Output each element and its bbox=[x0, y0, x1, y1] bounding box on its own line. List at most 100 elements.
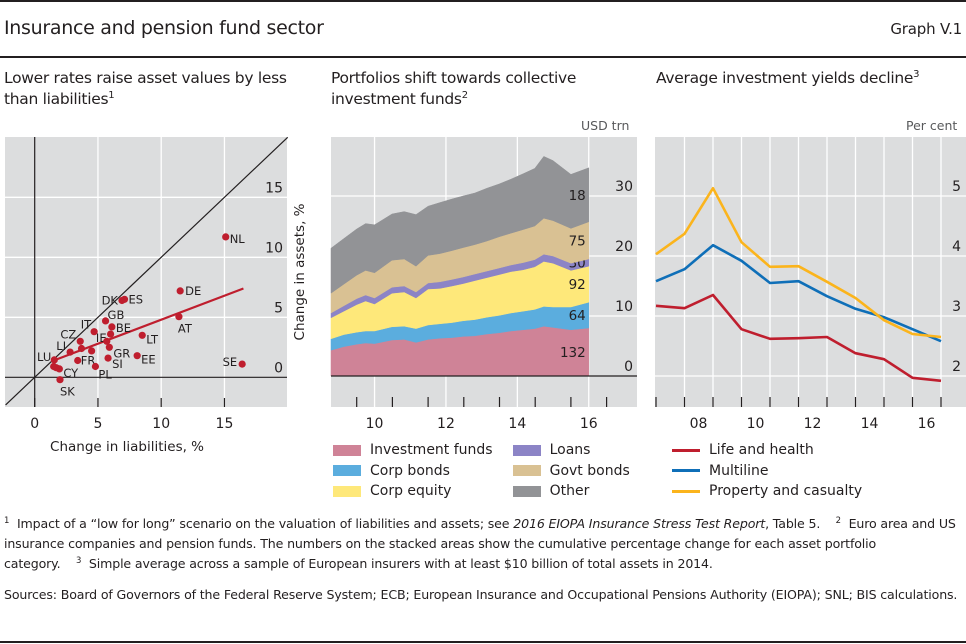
y-tick-label: 30 bbox=[615, 179, 633, 195]
scatter-point-li bbox=[66, 348, 74, 356]
point-label-de: DE bbox=[185, 284, 201, 298]
y-tick-label: 15 bbox=[265, 180, 283, 196]
scatter-point-ee bbox=[133, 352, 141, 360]
legend-swatch bbox=[512, 444, 541, 456]
scatter-point-it bbox=[90, 328, 98, 336]
footnote-1-text-end: , Table 5. bbox=[765, 516, 821, 531]
graph-number: Graph V.1 bbox=[890, 20, 962, 38]
point-label-dk: DK bbox=[102, 294, 119, 308]
panel-2-title: Portfolios shift towards collective inve… bbox=[331, 68, 631, 110]
footnote-ref-2: 2 bbox=[461, 90, 468, 101]
scatter-point-dk bbox=[118, 296, 126, 305]
line-property-and-casualty bbox=[655, 186, 942, 339]
line-life-and-health bbox=[655, 293, 942, 383]
area-label-corp-bonds: 64 bbox=[569, 308, 586, 324]
bottom-rule bbox=[0, 641, 966, 643]
scatter-point-at bbox=[175, 313, 183, 321]
legend-label: Corp bonds bbox=[370, 462, 450, 479]
panel-2-title-text: Portfolios shift towards collective inve… bbox=[331, 69, 577, 108]
point-label-cz: CZ bbox=[60, 327, 76, 341]
point-label-be: BE bbox=[116, 321, 131, 335]
y-tick-label: 5 bbox=[274, 300, 283, 316]
line-chart: 2 3 4 5 08 10 12 14 16 bbox=[655, 137, 966, 432]
x-tick-label: 0 bbox=[30, 416, 39, 432]
legend-swatch bbox=[672, 469, 700, 473]
scatter-point-si bbox=[104, 354, 112, 362]
legend-swatch bbox=[672, 489, 700, 493]
panel-3-title: Average investment yields decline3 bbox=[656, 68, 966, 89]
scatter-point bbox=[88, 347, 96, 355]
scatter-point-sk bbox=[56, 376, 64, 384]
x-tick-label: 15 bbox=[216, 416, 234, 432]
legend-swatch bbox=[512, 465, 541, 477]
area-label-other: 18 bbox=[569, 188, 586, 204]
legend-item-govt-bonds: Govt bonds bbox=[512, 461, 630, 482]
scatter-point-cy bbox=[55, 365, 63, 373]
point-label-gb: GB bbox=[108, 308, 125, 322]
legend-label: Property and casualty bbox=[709, 483, 863, 499]
legend-swatch bbox=[512, 485, 541, 497]
x-tick-label: 5 bbox=[93, 416, 102, 432]
sources: Sources: Board of Governors of the Feder… bbox=[4, 587, 958, 602]
scatter-point-lt bbox=[138, 331, 146, 339]
point-label-at: AT bbox=[178, 322, 193, 336]
legend-label: Investment funds bbox=[370, 442, 493, 458]
legend-item-investment-funds: Investment funds bbox=[333, 440, 493, 461]
scatter-point-ie bbox=[107, 330, 115, 338]
y-tick-label: 3 bbox=[952, 299, 961, 315]
legend-swatch bbox=[333, 485, 361, 497]
scatter-point-lu bbox=[50, 356, 58, 364]
footnote-3-mark: 3 bbox=[75, 556, 82, 566]
area-label-corp-equity: 92 bbox=[569, 277, 586, 293]
scatter-point-se bbox=[238, 360, 246, 368]
point-label-sk: SK bbox=[60, 385, 75, 399]
legend-label: Corp equity bbox=[370, 483, 452, 499]
point-label-it: IT bbox=[81, 318, 92, 332]
graph-title: Insurance and pension fund sector bbox=[4, 17, 324, 39]
x-tick-label: 16 bbox=[580, 416, 598, 432]
legend-item-corp-bonds: Corp bonds bbox=[333, 461, 493, 482]
footnotes: 1 Impact of a “low for long” scenario on… bbox=[4, 514, 964, 574]
regression-line bbox=[53, 287, 244, 362]
panel-3-unit: Per cent bbox=[906, 118, 958, 133]
footnote-1-text: Impact of a “low for long” scenario on t… bbox=[16, 516, 514, 531]
y-tick-label: 2 bbox=[952, 359, 961, 375]
y-tick-label: 0 bbox=[624, 359, 633, 375]
point-label-gr: GR bbox=[113, 346, 130, 360]
notes-rule bbox=[0, 505, 966, 506]
scatter-point-be bbox=[108, 323, 116, 331]
footnote-1-mark: 1 bbox=[4, 516, 10, 526]
panel-3-title-text: Average investment yields decline bbox=[656, 69, 914, 87]
stacked-legend: Investment funds Corp bonds Corp equity Lo… bbox=[333, 440, 630, 502]
legend-item-corp-equity: Corp equity bbox=[333, 481, 493, 502]
point-label-fr: FR bbox=[81, 354, 96, 368]
point-label-lu: LU bbox=[37, 350, 51, 364]
point-label-ie: IE bbox=[96, 331, 107, 345]
top-rule bbox=[0, 0, 966, 2]
legend-label: Other bbox=[549, 483, 590, 499]
y-tick-label: 4 bbox=[952, 239, 961, 255]
legend-label: Life and health bbox=[709, 442, 814, 458]
area-other bbox=[330, 156, 590, 294]
point-label-nl: NL bbox=[230, 232, 246, 246]
x-tick-label: 16 bbox=[918, 416, 936, 432]
x-tick-label: 12 bbox=[804, 416, 822, 432]
footnote-ref-1: 1 bbox=[108, 90, 115, 101]
footnote-2-mark: 2 bbox=[835, 516, 841, 526]
area-label-investment-funds: 132 bbox=[560, 345, 586, 361]
x-tick-label: 10 bbox=[152, 416, 170, 432]
x-axis-title: Change in liabilities, % bbox=[50, 439, 204, 455]
point-label-pl: PL bbox=[98, 368, 112, 382]
point-label-cy: CY bbox=[63, 366, 79, 380]
scatter-point-cz bbox=[76, 337, 84, 345]
legend-swatch bbox=[672, 448, 700, 452]
legend-label: Govt bonds bbox=[549, 462, 630, 479]
point-label-es: ES bbox=[129, 292, 144, 306]
legend-item-other: Other bbox=[512, 481, 630, 502]
legend-swatch bbox=[333, 465, 361, 477]
x-tick-label: 08 bbox=[690, 416, 708, 432]
footnote-3-text: Simple average across a sample of Europe… bbox=[88, 556, 713, 571]
y-tick-label: 10 bbox=[615, 299, 633, 315]
